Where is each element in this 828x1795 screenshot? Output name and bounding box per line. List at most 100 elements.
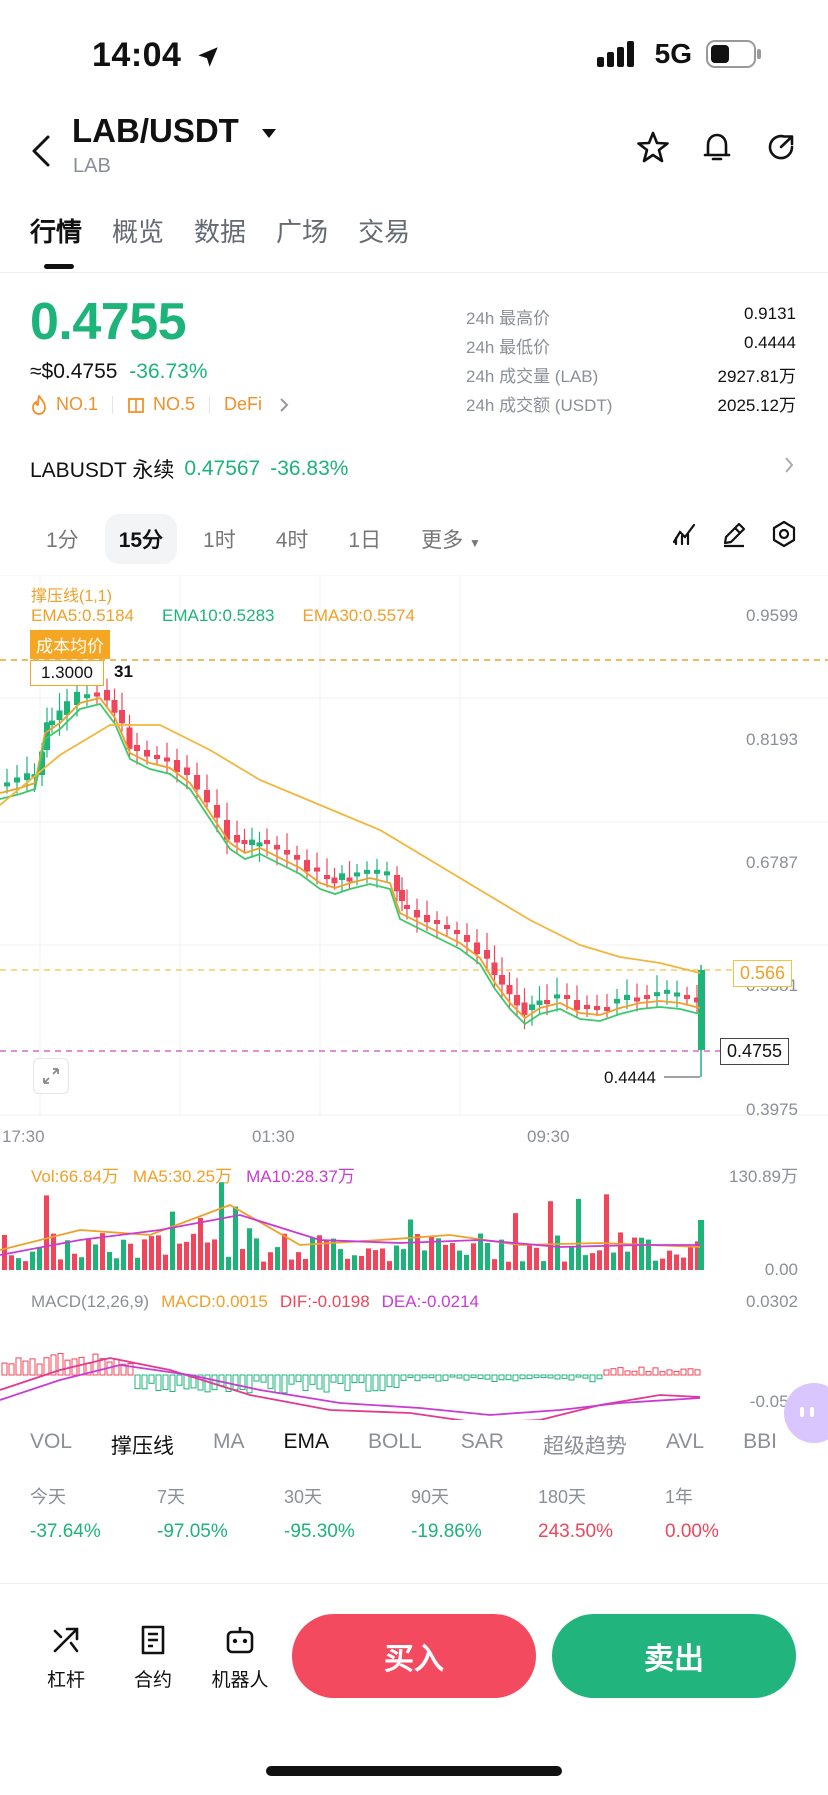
usd-price: ≈$0.4755: [30, 360, 118, 383]
dif-value: DIF:-0.0198: [279, 1292, 370, 1311]
macd-bar: [568, 1374, 575, 1381]
indicator-supertrend[interactable]: 超级趋势: [542, 1435, 627, 1458]
tf-1h[interactable]: 1时: [203, 529, 236, 552]
volume-bar: [513, 1213, 518, 1270]
macd-bar: [288, 1374, 295, 1385]
pair-selector[interactable]: LAB/USDT: [72, 112, 278, 150]
sell-button[interactable]: 卖出: [552, 1614, 796, 1698]
indicator-icon[interactable]: [670, 520, 698, 548]
tab-square[interactable]: 广场: [276, 217, 329, 247]
candle-body: [144, 750, 150, 757]
volume-bar: [121, 1239, 126, 1270]
perpetual-row[interactable]: LABUSDT 永续 0.47567 -36.83%: [30, 454, 348, 484]
volume-bar: [457, 1250, 462, 1270]
volume-bar: [135, 1257, 140, 1270]
leverage-button[interactable]: 杠杆: [26, 1623, 106, 1692]
volume-bar: [345, 1258, 350, 1270]
chevron-right-icon[interactable]: [782, 455, 796, 475]
indicator-vol[interactable]: VOL: [30, 1430, 73, 1453]
bell-icon[interactable]: [700, 130, 734, 164]
buy-button[interactable]: 买入: [292, 1614, 536, 1698]
volume-bar: [296, 1252, 301, 1270]
candle-body: [594, 1006, 600, 1010]
main-tabs: 行情 概览 数据 广场 交易: [30, 212, 410, 249]
volume-bar: [261, 1261, 266, 1270]
macd-bar: [694, 1369, 701, 1376]
location-arrow-icon: [198, 47, 219, 67]
volume-bar: [247, 1228, 252, 1270]
candle-body: [404, 905, 410, 909]
macd-bar: [260, 1374, 267, 1383]
indicator-boll[interactable]: BOLL: [368, 1430, 422, 1453]
tf-more[interactable]: 更多 ▼: [421, 529, 481, 552]
tags-row[interactable]: NO.1 NO.5 DeFi: [30, 394, 290, 415]
tab-market[interactable]: 行情: [30, 217, 83, 247]
volume-bar: [562, 1261, 567, 1270]
candle-body: [331, 877, 338, 884]
volume-bar: [408, 1219, 413, 1270]
indicator-ma[interactable]: MA: [213, 1430, 245, 1453]
contract-button[interactable]: 合约: [113, 1623, 193, 1692]
tf-15m[interactable]: 15分: [104, 514, 178, 564]
macd-bar: [463, 1374, 470, 1381]
ema5-line: [0, 696, 701, 1020]
candle-body: [614, 998, 620, 1004]
period-item: 1年 0.00%: [665, 1487, 719, 1542]
candle-body: [234, 835, 240, 843]
candle-body: [624, 994, 630, 1000]
volume-bar: [163, 1254, 168, 1270]
price-chart[interactable]: [0, 575, 828, 1420]
candle-body: [554, 994, 560, 999]
tab-data[interactable]: 数据: [194, 217, 247, 247]
macd-bar: [652, 1367, 659, 1376]
back-icon[interactable]: [28, 134, 56, 168]
indicator-ema[interactable]: EMA: [283, 1430, 330, 1453]
macd-bar: [379, 1374, 386, 1392]
pair-subtitle: LAB: [73, 155, 111, 177]
tf-1m[interactable]: 1分: [46, 529, 79, 552]
macd-bar: [449, 1374, 456, 1378]
expand-button[interactable]: [33, 1058, 69, 1094]
signal-icon: [596, 41, 634, 67]
volume-bar: [2, 1234, 7, 1270]
candle-body: [394, 875, 400, 892]
macd-bar: [344, 1374, 351, 1392]
macd-bar: [512, 1374, 519, 1382]
price-usd-row: ≈$0.4755 -36.73%: [30, 360, 208, 384]
candle-body: [111, 700, 118, 713]
macd-bar: [575, 1374, 582, 1378]
period-item: 7天 -97.05%: [157, 1487, 228, 1542]
share-icon[interactable]: [764, 130, 798, 164]
volume-bar: [142, 1239, 147, 1270]
macd-bar: [519, 1374, 526, 1380]
macd-bar: [456, 1374, 463, 1379]
volume-bar: [93, 1244, 98, 1270]
indicator-support[interactable]: 撑压线: [111, 1435, 175, 1458]
candle-body: [44, 722, 50, 750]
indicator-bbi[interactable]: BBI: [743, 1430, 777, 1453]
price-change: -36.73%: [129, 360, 208, 383]
macd-bar: [253, 1374, 260, 1382]
assistant-bubble[interactable]: [784, 1383, 828, 1443]
candle-body: [374, 869, 380, 874]
volume-bar: [618, 1232, 623, 1270]
cost-value: 1.3000: [30, 660, 104, 686]
star-icon[interactable]: [636, 130, 670, 164]
volume-bar: [401, 1249, 406, 1270]
candle-body: [174, 760, 180, 773]
indicator-avl[interactable]: AVL: [665, 1430, 705, 1453]
macd-bar: [141, 1374, 148, 1390]
tf-1d[interactable]: 1日: [348, 529, 382, 552]
draw-icon[interactable]: [720, 520, 748, 548]
tab-trade[interactable]: 交易: [358, 217, 411, 247]
candle-body: [241, 840, 248, 844]
indicator-sar[interactable]: SAR: [460, 1430, 504, 1453]
candle-body: [264, 840, 270, 844]
tab-overview[interactable]: 概览: [112, 217, 165, 247]
volume-bar: [555, 1235, 560, 1270]
settings-icon[interactable]: [770, 520, 798, 548]
robot-button[interactable]: 机器人: [200, 1623, 280, 1692]
macd-bar: [407, 1374, 414, 1378]
candle-body: [204, 790, 210, 803]
tf-4h[interactable]: 4时: [275, 529, 309, 552]
